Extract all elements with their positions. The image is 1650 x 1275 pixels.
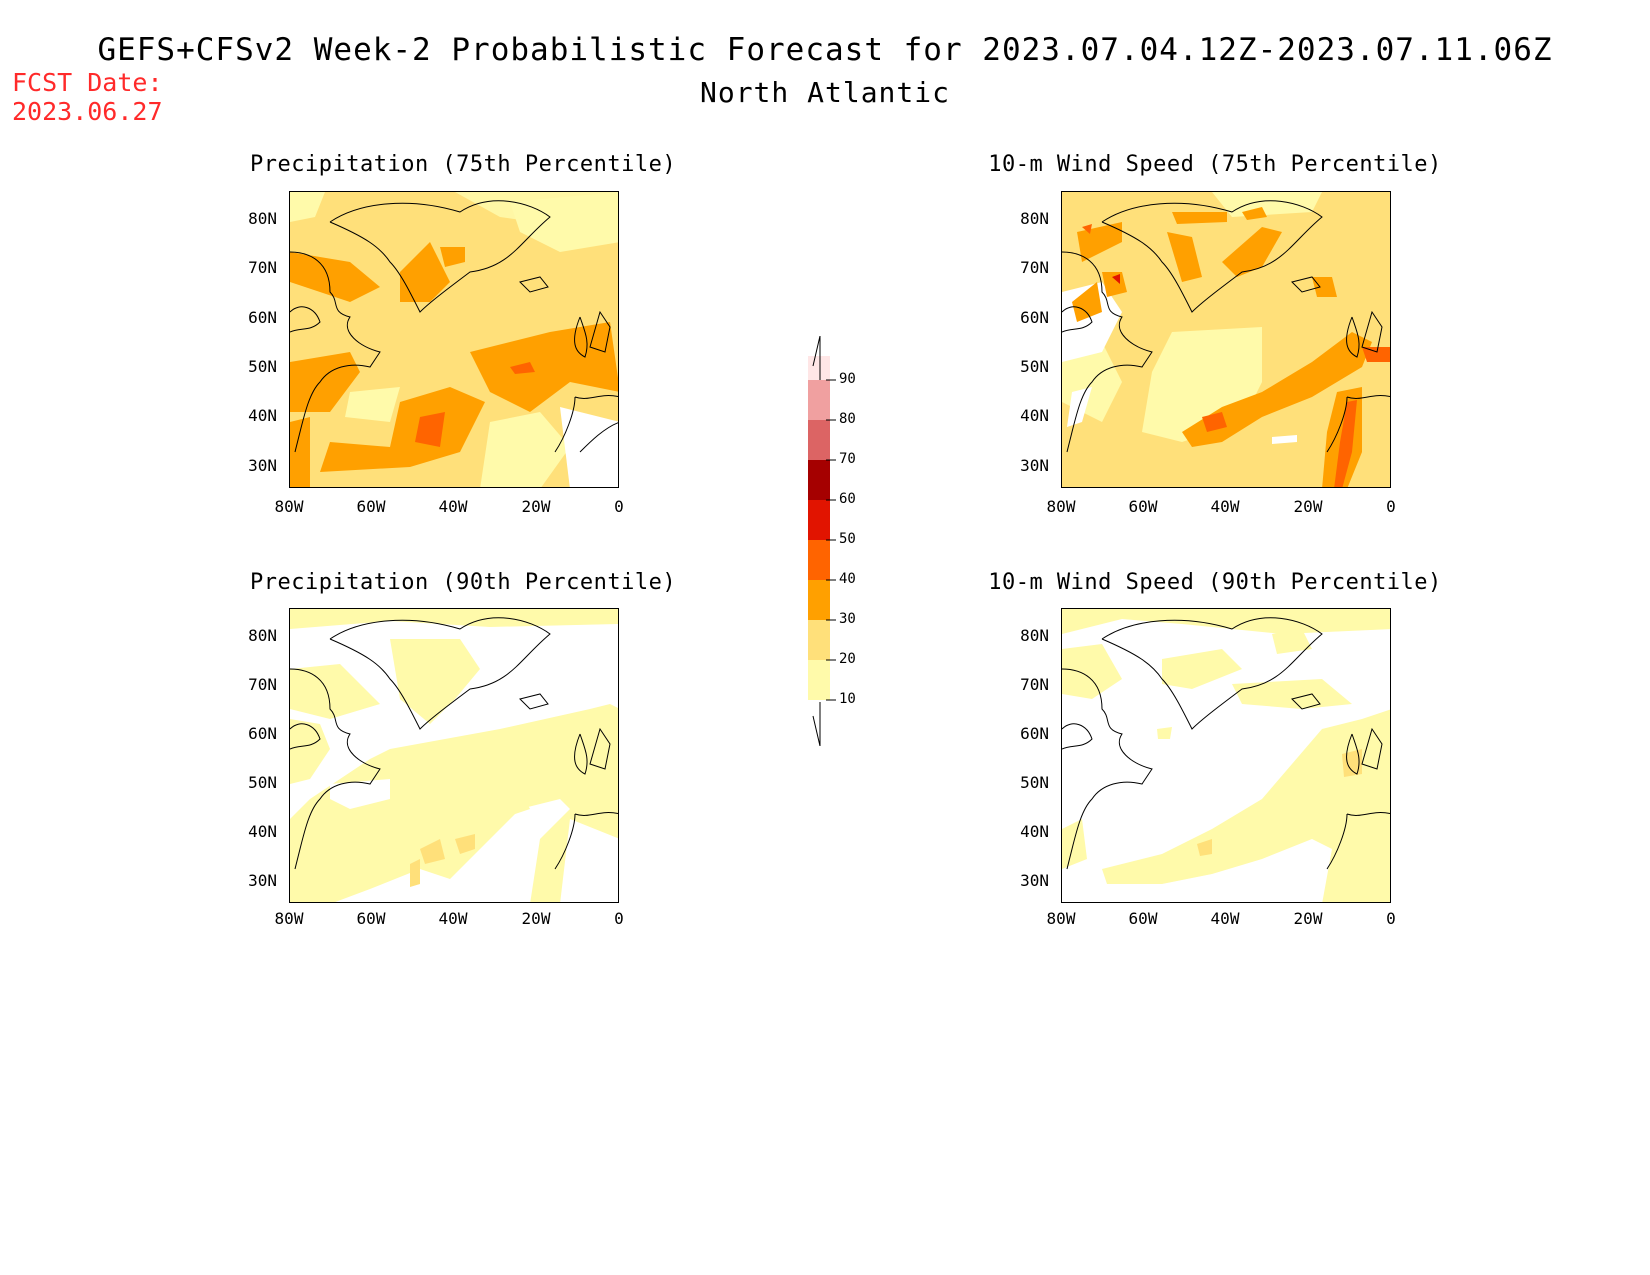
colorbar-segment-30 bbox=[808, 580, 830, 620]
colorbar-segment-90 bbox=[808, 356, 830, 380]
lon-label-0: 0 bbox=[614, 497, 624, 516]
colorbar-label-10: 10 bbox=[839, 691, 856, 707]
lat-label-30n: 30N bbox=[248, 871, 277, 890]
colorbar-segment-80 bbox=[808, 380, 830, 420]
lat-label-70n: 70N bbox=[1020, 258, 1049, 277]
lon-label-60w: 60W bbox=[356, 497, 386, 516]
lon-label-40w: 40W bbox=[1210, 909, 1240, 928]
map-wind-75 bbox=[1061, 191, 1391, 488]
map-wind-90 bbox=[1061, 608, 1391, 903]
lat-label-50n: 50N bbox=[1020, 773, 1049, 792]
panel-title-precip-75: Precipitation (75th Percentile) bbox=[250, 152, 677, 177]
lat-label-70n: 70N bbox=[248, 675, 277, 694]
lat-label-50n: 50N bbox=[1020, 357, 1049, 376]
lat-label-60n: 60N bbox=[1020, 724, 1049, 743]
panel-title-wind-90: 10-m Wind Speed (90th Percentile) bbox=[988, 570, 1442, 595]
lon-label-80w: 80W bbox=[274, 909, 304, 928]
colorbar-label-60: 60 bbox=[839, 491, 856, 507]
colorbar-label-80: 80 bbox=[839, 411, 856, 427]
lat-label-30n: 30N bbox=[1020, 871, 1049, 890]
lat-label-40n: 40N bbox=[248, 822, 277, 841]
lon-label-0: 0 bbox=[1386, 497, 1396, 516]
lat-label-50n: 50N bbox=[248, 773, 277, 792]
colorbar-segment-50 bbox=[808, 500, 830, 540]
lat-label-50n: 50N bbox=[248, 357, 277, 376]
page-subtitle: North Atlantic bbox=[699, 76, 950, 109]
lon-label-20w: 20W bbox=[521, 909, 551, 928]
lat-label-60n: 60N bbox=[248, 724, 277, 743]
lat-label-70n: 70N bbox=[248, 258, 277, 277]
lat-label-40n: 40N bbox=[248, 406, 277, 425]
lon-label-40w: 40W bbox=[1210, 497, 1240, 516]
lon-label-60w: 60W bbox=[356, 909, 386, 928]
lon-label-40w: 40W bbox=[438, 909, 468, 928]
colorbar-label-30: 30 bbox=[839, 611, 856, 627]
fcst-date-label: FCST Date: bbox=[12, 68, 163, 97]
lon-label-20w: 20W bbox=[521, 497, 551, 516]
lon-label-80w: 80W bbox=[1046, 909, 1076, 928]
lon-label-60w: 60W bbox=[1128, 497, 1158, 516]
lon-label-20w: 20W bbox=[1293, 497, 1323, 516]
lat-label-60n: 60N bbox=[1020, 308, 1049, 327]
lon-label-20w: 20W bbox=[1293, 909, 1323, 928]
lon-label-60w: 60W bbox=[1128, 909, 1158, 928]
lat-label-40n: 40N bbox=[1020, 822, 1049, 841]
colorbar-label-50: 50 bbox=[839, 531, 856, 547]
lat-label-60n: 60N bbox=[248, 308, 277, 327]
lon-label-0: 0 bbox=[614, 909, 624, 928]
colorbar bbox=[808, 336, 836, 746]
colorbar-label-70: 70 bbox=[839, 451, 856, 467]
lon-label-0: 0 bbox=[1386, 909, 1396, 928]
fcst-date-value: 2023.06.27 bbox=[12, 97, 163, 126]
lon-label-80w: 80W bbox=[274, 497, 304, 516]
page-title: GEFS+CFSv2 Week-2 Probabilistic Forecast… bbox=[97, 32, 1553, 68]
lat-label-30n: 30N bbox=[1020, 456, 1049, 475]
lat-label-40n: 40N bbox=[1020, 406, 1049, 425]
panel-title-precip-90: Precipitation (90th Percentile) bbox=[250, 570, 677, 595]
colorbar-bottom-arrow bbox=[812, 702, 821, 746]
lat-label-80n: 80N bbox=[248, 626, 277, 645]
map-precip-75 bbox=[289, 191, 619, 488]
colorbar-top-arrow bbox=[812, 336, 821, 380]
colorbar-label-90: 90 bbox=[839, 371, 856, 387]
lon-label-80w: 80W bbox=[1046, 497, 1076, 516]
colorbar-segment-70 bbox=[808, 420, 830, 460]
colorbar-segment-40 bbox=[808, 540, 830, 580]
lat-label-80n: 80N bbox=[248, 209, 277, 228]
colorbar-label-20: 20 bbox=[839, 651, 856, 667]
colorbar-segment-10 bbox=[808, 660, 830, 700]
colorbar-segment-60 bbox=[808, 460, 830, 500]
colorbar-label-40: 40 bbox=[839, 571, 856, 587]
lat-label-80n: 80N bbox=[1020, 626, 1049, 645]
lon-label-40w: 40W bbox=[438, 497, 468, 516]
lat-label-80n: 80N bbox=[1020, 209, 1049, 228]
lat-label-70n: 70N bbox=[1020, 675, 1049, 694]
colorbar-segment-20 bbox=[808, 620, 830, 660]
panel-title-wind-75: 10-m Wind Speed (75th Percentile) bbox=[988, 152, 1442, 177]
lat-label-30n: 30N bbox=[248, 456, 277, 475]
map-precip-90 bbox=[289, 608, 619, 903]
